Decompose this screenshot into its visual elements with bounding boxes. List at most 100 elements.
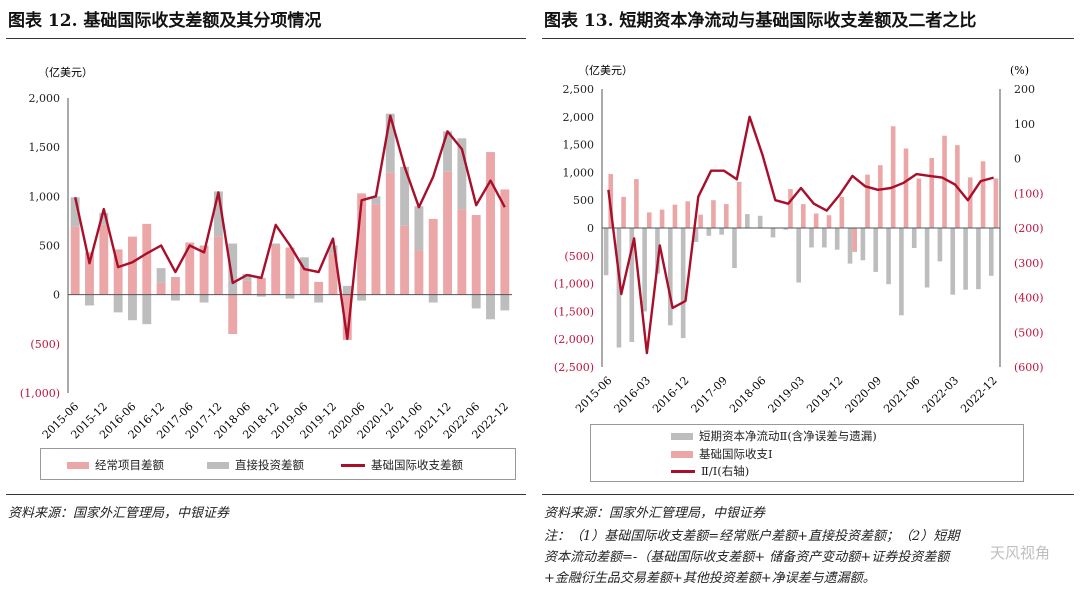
bar-short-term-capital	[603, 228, 609, 276]
legend-label: 经常项目差额	[95, 458, 164, 472]
bar-short-term-capital	[809, 228, 814, 248]
bar-current-account	[156, 282, 166, 295]
legend-label: 基础国际收支差额	[371, 458, 463, 472]
bar-current-account	[357, 193, 367, 295]
y-tick-label: (2,000)	[554, 333, 594, 346]
legend-item-basic: 基础国际收支差额	[341, 457, 463, 473]
legend: 经常项目差额 直接投资差额 基础国际收支差额	[40, 448, 516, 480]
bar-current-account	[142, 223, 152, 295]
bar-direct-investment	[457, 138, 467, 210]
bar-short-term-capital	[860, 228, 866, 261]
x-tick-label: 2016-03	[612, 374, 654, 416]
y-tick-label: 1,000	[563, 166, 595, 179]
bar-current-account	[185, 242, 195, 295]
bar-short-term-capital	[950, 228, 956, 295]
bar-current-account	[500, 189, 510, 295]
bar-direct-investment	[85, 294, 94, 306]
bar-direct-investment	[471, 294, 481, 309]
bar-basic-balance	[634, 179, 639, 228]
legend-item-short-term: 短期资本净流动Ⅱ(含净误差与遗漏)	[671, 428, 877, 444]
y2-axis-unit: (%)	[1010, 64, 1029, 77]
bar-short-term-capital	[963, 228, 968, 290]
bar-short-term-capital	[642, 228, 647, 312]
bar-direct-investment	[414, 206, 424, 251]
x-tick-label: 2022-12	[958, 374, 1000, 416]
legend-item-ratio: Ⅱ/Ⅰ(右轴)	[671, 463, 749, 479]
bar-short-term-capital	[680, 228, 686, 339]
bar-short-term-capital	[886, 228, 891, 285]
bar-current-account	[99, 224, 109, 295]
bar-basic-balance	[852, 228, 857, 252]
bar-short-term-capital	[667, 228, 673, 326]
y2-tick-label: 100	[1014, 118, 1035, 131]
bar-direct-investment	[199, 294, 209, 303]
bar-basic-balance	[801, 204, 806, 228]
bar-short-term-capital	[745, 214, 750, 228]
left-panel: 图表 12. 基础国际收支差额及其分项情况 （亿美元） (1,000) (500)…	[0, 0, 530, 601]
chart-title: 图表 13. 短期资本净流动与基础国际收支差额及二者之比	[544, 11, 977, 31]
bar-short-term-capital	[924, 228, 930, 288]
bar-current-account	[400, 225, 410, 295]
bar-basic-balance	[788, 189, 793, 228]
y2-tick-label: 0	[1014, 153, 1021, 166]
legend: 短期资本净流动Ⅱ(含净误差与遗漏) 基础国际收支Ⅰ Ⅱ/Ⅰ(右轴)	[590, 424, 1024, 482]
footnote-line: 资本流动差额=-（基础国际收支差额+ 储备资产变动额+证券投资差额	[544, 550, 950, 565]
bar-direct-investment	[328, 245, 338, 254]
bar-short-term-capital	[706, 228, 712, 236]
bar-direct-investment	[128, 294, 137, 321]
bar-basic-balance	[878, 165, 883, 228]
bar-basic-balance	[685, 201, 691, 228]
bar-current-account	[170, 276, 180, 295]
bar-short-term-capital	[911, 228, 917, 249]
y-tick-label: 2,000	[563, 111, 595, 124]
bar-basic-balance	[736, 181, 742, 228]
legend-swatch	[341, 463, 365, 467]
x-tick-label: 2016-12	[650, 374, 692, 416]
title-underline	[6, 38, 526, 39]
bar-short-term-capital	[847, 228, 853, 264]
bar-basic-balance	[929, 157, 935, 228]
bar-direct-investment	[500, 294, 510, 311]
bar-short-term-capital	[899, 228, 904, 316]
bar-current-account	[443, 171, 452, 295]
footnote: 注：（1）基础国际收支差额=经常账户差额+直接投资差额；（2）短期 资本流动差额…	[544, 526, 1069, 589]
bar-short-term-capital	[629, 228, 635, 342]
bar-current-account	[314, 281, 324, 295]
source-note: 资料来源：国家外汇管理局，中银证券	[8, 506, 230, 521]
bar-direct-investment	[357, 294, 367, 301]
y2-tick-label: (200)	[1014, 222, 1044, 235]
bar-short-term-capital	[822, 228, 827, 248]
line-ratio	[607, 115, 994, 355]
watermark: 天风视角	[989, 544, 1050, 562]
footnote-line: 注：（1）基础国际收支差额=经常账户差额+直接投资差额；（2）短期	[544, 529, 960, 544]
bar-basic-balance	[865, 174, 870, 228]
bar-basic-balance	[839, 196, 845, 228]
bar-basic-balance	[711, 200, 716, 228]
bar-current-account	[471, 215, 481, 295]
bar-short-term-capital	[988, 228, 994, 276]
y2-tick-label: (600)	[1014, 361, 1044, 374]
y-tick-label: (500)	[564, 250, 594, 263]
bar-current-account	[328, 253, 338, 295]
legend-label: Ⅱ/Ⅰ(右轴)	[701, 464, 750, 478]
bar-current-account	[271, 245, 281, 295]
bar-direct-investment	[113, 294, 123, 313]
source-rule	[6, 494, 526, 495]
bar-direct-investment	[371, 196, 381, 205]
y-tick-label: (1,000)	[20, 387, 60, 400]
bar-direct-investment	[400, 166, 410, 226]
bar-basic-balance	[916, 178, 922, 228]
bar-direct-investment	[242, 274, 252, 281]
bar-current-account	[385, 172, 395, 295]
bar-basic-balance	[890, 126, 896, 228]
bar-direct-investment	[228, 243, 238, 295]
bar-current-account	[199, 245, 209, 295]
bar-direct-investment	[314, 294, 324, 303]
legend-label: 短期资本净流动Ⅱ(含净误差与遗漏)	[699, 429, 877, 443]
bar-current-account	[213, 236, 223, 295]
bar-basic-balance	[672, 204, 678, 228]
bar-direct-investment	[213, 191, 223, 237]
x-tick-label: 2017-09	[689, 374, 731, 416]
y2-tick-label: 200	[1014, 83, 1035, 96]
x-tick-label: 2020-09	[843, 374, 885, 416]
